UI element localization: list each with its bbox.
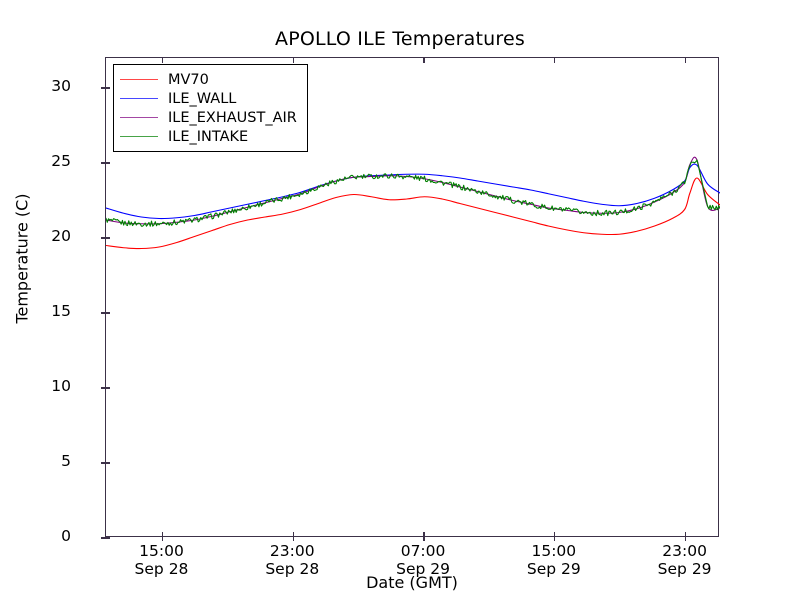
legend-swatch-icon bbox=[120, 136, 158, 137]
x-tick-label: 23:00 Sep 28 bbox=[232, 542, 352, 578]
y-tick-mark-inner bbox=[106, 162, 110, 164]
x-tick-mark-top bbox=[554, 58, 556, 63]
x-tick-date: Sep 29 bbox=[657, 560, 712, 578]
plot-axes: MV70 ILE_WALL ILE_EXHAUST_AIR ILE_INTAKE bbox=[101, 57, 720, 541]
x-tick-mark-inner bbox=[554, 532, 556, 536]
y-tick-label: 10 bbox=[51, 377, 71, 395]
y-tick-mark-inner bbox=[106, 462, 110, 464]
x-tick-mark bbox=[423, 536, 425, 541]
y-tick-mark-inner bbox=[106, 312, 110, 314]
y-tick-label: 0 bbox=[61, 527, 71, 545]
y-tick-label: 25 bbox=[51, 152, 71, 170]
y-tick-mark bbox=[101, 162, 106, 164]
y-tick-mark bbox=[101, 312, 106, 314]
x-tick-label: 07:00 Sep 29 bbox=[363, 542, 483, 578]
legend-label: MV70 bbox=[168, 71, 209, 88]
y-tick-mark bbox=[101, 237, 106, 239]
y-tick-mark bbox=[101, 537, 106, 539]
x-tick-date: Sep 28 bbox=[134, 560, 189, 578]
series-line-ile-intake bbox=[106, 159, 720, 227]
legend-label: ILE_WALL bbox=[168, 90, 237, 107]
y-tick-mark-inner bbox=[106, 537, 110, 539]
x-tick-mark-top bbox=[684, 58, 687, 63]
y-tick-label: 15 bbox=[51, 302, 71, 320]
series-line-mv70 bbox=[106, 177, 720, 250]
x-tick-date: Sep 28 bbox=[265, 560, 320, 578]
x-tick-mark-inner bbox=[292, 532, 294, 536]
x-tick-time: 15:00 bbox=[531, 542, 577, 560]
legend-item-ile-wall[interactable]: ILE_WALL bbox=[120, 89, 297, 108]
y-tick-mark bbox=[101, 462, 106, 464]
y-tick-mark-inner bbox=[106, 87, 110, 89]
x-tick-mark bbox=[292, 536, 294, 541]
y-tick-label: 20 bbox=[51, 227, 71, 245]
x-tick-mark-top bbox=[292, 58, 294, 63]
x-tick-label: 15:00 Sep 28 bbox=[101, 542, 221, 578]
x-tick-label: 23:00 Sep 29 bbox=[625, 542, 745, 578]
y-tick-mark-inner bbox=[106, 237, 110, 239]
y-tick-mark bbox=[101, 87, 106, 89]
x-axis-label: Date (GMT) bbox=[366, 573, 458, 592]
x-tick-mark bbox=[684, 536, 687, 541]
x-tick-label: 15:00 Sep 29 bbox=[494, 542, 614, 578]
legend-swatch-icon bbox=[120, 98, 158, 99]
y-tick-label: 5 bbox=[61, 452, 71, 470]
plot-canvas bbox=[106, 156, 720, 250]
legend-label: ILE_INTAKE bbox=[168, 128, 249, 145]
legend-item-mv70[interactable]: MV70 bbox=[120, 70, 297, 89]
x-tick-mark-top bbox=[423, 58, 425, 63]
page-title: APOLLO ILE Temperatures bbox=[275, 28, 525, 50]
y-tick-mark bbox=[101, 387, 106, 389]
x-tick-time: 15:00 bbox=[139, 542, 184, 560]
x-tick-date: Sep 29 bbox=[396, 560, 450, 578]
x-tick-date: Sep 29 bbox=[526, 560, 581, 578]
legend-swatch-icon bbox=[120, 79, 158, 80]
x-tick-time: 23:00 bbox=[662, 542, 707, 560]
legend: MV70 ILE_WALL ILE_EXHAUST_AIR ILE_INTAKE bbox=[113, 64, 308, 152]
y-tick-label: 30 bbox=[51, 77, 71, 95]
y-axis-label: Temperature (C) bbox=[12, 193, 32, 324]
x-tick-mark bbox=[554, 536, 556, 541]
x-tick-mark bbox=[161, 536, 164, 541]
legend-swatch-icon bbox=[120, 117, 158, 118]
y-tick-mark-inner bbox=[106, 387, 110, 389]
x-tick-mark-inner bbox=[423, 532, 425, 536]
x-tick-time: 07:00 bbox=[400, 542, 446, 560]
series-line-ile-wall bbox=[106, 163, 720, 220]
x-tick-mark-top bbox=[161, 58, 164, 63]
legend-item-ile-intake[interactable]: ILE_INTAKE bbox=[120, 127, 297, 146]
x-tick-mark-inner bbox=[161, 532, 164, 536]
series-line-ile-exhaust-air bbox=[106, 156, 720, 225]
x-tick-time: 23:00 bbox=[269, 542, 315, 560]
legend-label: ILE_EXHAUST_AIR bbox=[168, 109, 297, 126]
legend-item-ile-exhaust-air[interactable]: ILE_EXHAUST_AIR bbox=[120, 108, 297, 127]
x-tick-mark-inner bbox=[684, 532, 687, 536]
